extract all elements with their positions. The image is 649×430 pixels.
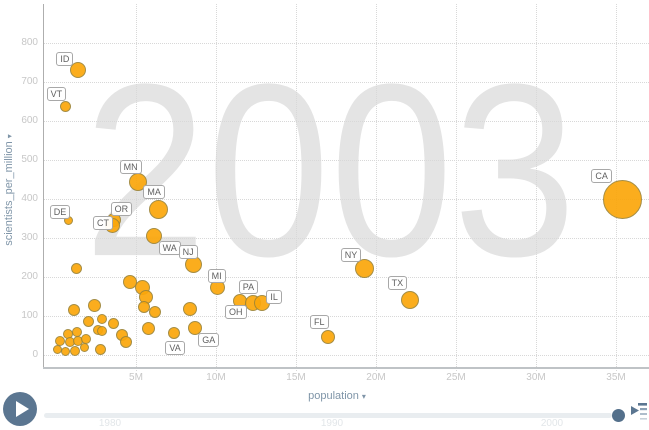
chevron-down-icon: ▾ [5,134,14,139]
y-tick-label: 700 [21,76,38,87]
y-tick-label: 800 [21,37,38,48]
bubble-NY[interactable] [355,258,375,278]
play-button[interactable] [3,392,37,426]
bubble-VT[interactable] [60,100,72,112]
bubble-VA[interactable] [168,327,181,340]
timeline-slider-handle[interactable] [612,409,625,422]
bubble-MA[interactable] [148,200,168,220]
bubble[interactable] [97,314,108,325]
state-label-OH[interactable]: OH [225,305,247,320]
bubble[interactable] [120,336,133,349]
bubble[interactable] [183,301,198,316]
y-gridline [43,315,649,317]
bubble[interactable] [149,306,162,319]
bubble[interactable] [97,325,108,336]
x-axis-line [43,367,649,369]
y-axis-selector[interactable]: scientists_per_million▾ [3,134,15,246]
chevron-down-icon: ▾ [361,392,366,401]
bubble-CA[interactable] [602,179,642,219]
state-label-FL[interactable]: FL [310,315,329,330]
bubble[interactable] [61,346,71,356]
y-tick-label: 200 [21,271,38,282]
state-label-CT[interactable]: CT [93,216,113,231]
x-tick-label: 20M [366,372,386,383]
bubble-TX[interactable] [400,291,419,309]
bubble[interactable] [95,343,107,355]
x-gridline [215,4,217,371]
y-gridline [43,159,649,161]
state-label-OR[interactable]: OR [110,202,133,217]
y-tick-label: 500 [21,154,38,165]
bubble[interactable] [67,304,80,317]
x-axis-title: population [308,390,359,402]
state-label-ID[interactable]: ID [56,51,74,66]
state-label-CA[interactable]: CA [591,169,612,183]
bubble-GA[interactable] [188,321,203,336]
state-label-VT[interactable]: VT [46,87,67,102]
x-gridline [375,4,377,371]
state-label-NJ[interactable]: NJ [178,245,198,260]
bubble[interactable] [70,346,81,357]
timeline-slider-track[interactable] [44,413,612,418]
x-gridline [295,4,297,371]
x-tick-label: 35M [606,372,626,383]
x-tick-label: 25M [446,372,466,383]
state-label-MA[interactable]: MA [143,184,165,199]
bubble-WA[interactable] [145,228,162,245]
x-gridline [535,4,537,371]
y-gridline [43,237,649,239]
x-tick-label: 30M [526,372,546,383]
y-tick-label: 300 [21,232,38,243]
state-label-GA[interactable]: GA [198,333,220,348]
bubble[interactable] [82,316,94,328]
state-label-IL[interactable]: IL [266,290,282,305]
playback-speed-icon[interactable] [630,401,647,421]
timeline-year-label: 1980 [98,418,122,429]
y-tick-label: 600 [21,115,38,126]
state-label-PA[interactable]: PA [238,280,259,295]
x-axis-selector[interactable]: population ▾ [308,390,366,402]
y-gridline [43,354,649,356]
state-label-NY[interactable]: NY [340,248,362,263]
x-tick-label: 10M [206,372,226,383]
state-label-TX[interactable]: TX [387,276,408,290]
x-gridline [455,4,457,371]
y-tick-label: 0 [32,349,38,360]
state-label-DE[interactable]: DE [49,204,71,219]
y-gridline [43,81,649,83]
y-tick-label: 400 [21,193,38,204]
y-gridline [43,42,649,44]
x-tick-label: 5M [129,372,143,383]
bubble-ID[interactable] [70,61,87,78]
state-label-MI[interactable]: MI [207,269,226,284]
y-gridline [43,276,649,278]
bubble[interactable] [80,343,90,353]
bubble[interactable] [108,317,120,329]
state-label-VA[interactable]: VA [165,341,185,356]
bubble[interactable] [70,263,82,275]
bubble[interactable] [87,298,101,312]
bubble[interactable] [141,321,155,335]
play-icon [15,401,29,417]
bubble[interactable] [138,301,150,314]
y-tick-label: 100 [21,310,38,321]
x-tick-label: 15M [286,372,306,383]
bubble-FL[interactable] [321,330,335,345]
y-gridline [43,120,649,122]
y-gridline [43,198,649,200]
y-axis-line [43,4,44,367]
year-watermark: 2003 [83,33,577,309]
timeline-year-label: 1990 [320,418,344,429]
timeline-year-label: 2000 [540,418,564,429]
state-label-MN[interactable]: MN [119,159,142,174]
state-label-WA[interactable]: WA [158,241,181,256]
